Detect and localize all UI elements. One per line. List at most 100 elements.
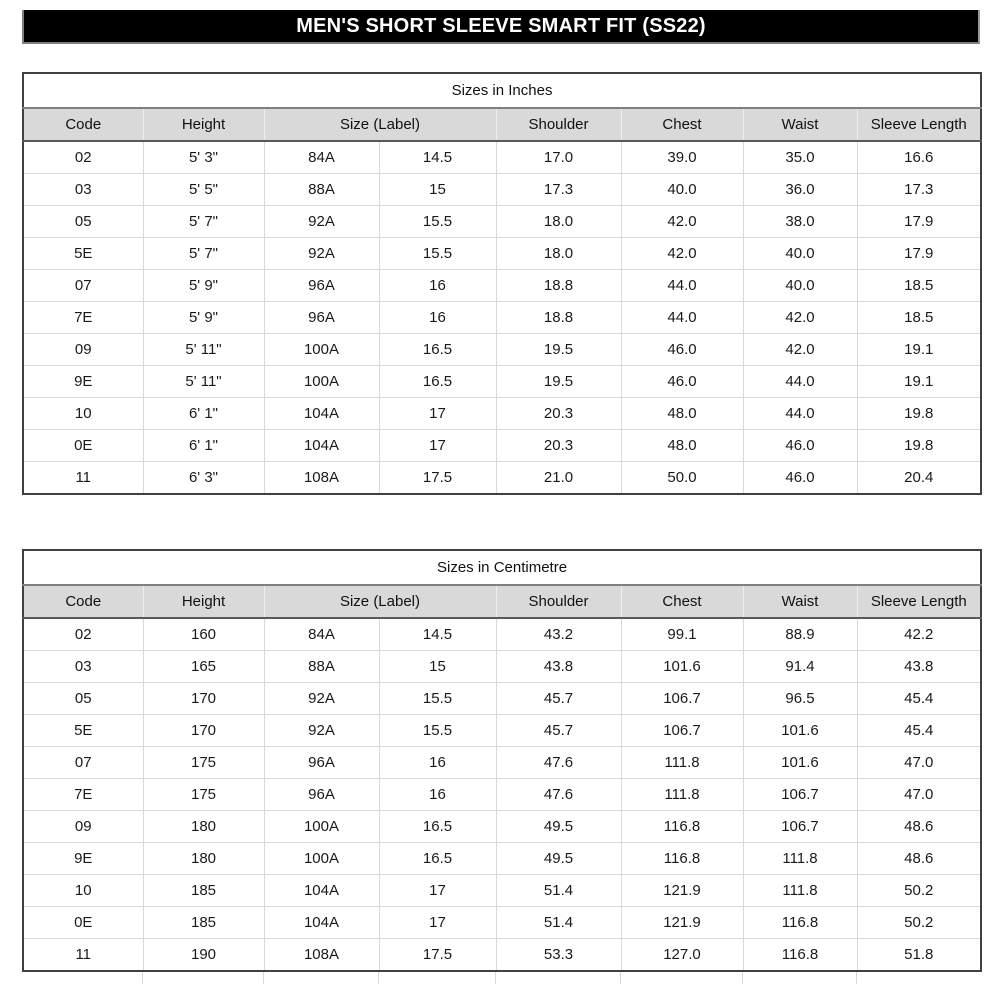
table-cell: 51.8 — [857, 938, 982, 971]
table-cell: 16 — [379, 778, 497, 811]
column-header-shoulder: Shoulder — [496, 108, 622, 142]
gridline-stub — [495, 972, 496, 984]
table-cell: 0E — [23, 429, 144, 462]
table-cell: 51.4 — [496, 874, 622, 907]
table-cell: 21.0 — [496, 461, 622, 494]
table-cell: 09 — [23, 333, 144, 366]
table-row: 03 5' 5" 88A 15 17.3 40.0 36.0 17.3 — [23, 173, 982, 206]
table-cell: 96.5 — [743, 682, 858, 715]
table-cell: 39.0 — [621, 141, 744, 174]
table-cell: 96A — [264, 778, 380, 811]
table-cell: 45.4 — [857, 682, 982, 715]
table-cell: 101.6 — [621, 650, 744, 683]
table-cell: 16.5 — [379, 333, 497, 366]
table-cell: 170 — [143, 714, 265, 747]
column-header-height: Height — [143, 585, 265, 619]
table-cell: 15.5 — [379, 205, 497, 238]
table-caption: Sizes in Inches — [23, 73, 982, 109]
table-cell: 11 — [23, 938, 144, 971]
table-cell: 46.0 — [743, 429, 858, 462]
table-cell: 17.3 — [496, 173, 622, 206]
table-cell: 18.8 — [496, 301, 622, 334]
table-cell: 42.0 — [621, 237, 744, 270]
column-header-code: Code — [23, 585, 144, 619]
table-cell: 104A — [264, 906, 380, 939]
table-cell: 44.0 — [743, 365, 858, 398]
table-cell: 47.0 — [857, 778, 982, 811]
table-cell: 96A — [264, 301, 380, 334]
column-header-sleeve-length: Sleeve Length — [857, 108, 982, 142]
table-cell: 10 — [23, 874, 144, 907]
table-cell: 19.8 — [857, 429, 982, 462]
table-cell: 03 — [23, 650, 144, 683]
table-cell: 88A — [264, 173, 380, 206]
table-cell: 5E — [23, 237, 144, 270]
table-row: 9E 5' 11" 100A 16.5 19.5 46.0 44.0 19.1 — [23, 365, 982, 398]
table-cell: 108A — [264, 938, 380, 971]
table-cell: 02 — [23, 141, 144, 174]
table-cell: 92A — [264, 682, 380, 715]
table-cell: 175 — [143, 778, 265, 811]
table-cell: 121.9 — [621, 906, 744, 939]
column-header-waist: Waist — [743, 585, 858, 619]
column-header-size-label: Size (Label) — [264, 585, 497, 619]
table-row: 09 5' 11" 100A 16.5 19.5 46.0 42.0 19.1 — [23, 333, 982, 366]
table-row: 7E 5' 9" 96A 16 18.8 44.0 42.0 18.5 — [23, 301, 982, 334]
table-cell: 116.8 — [621, 810, 744, 843]
table-cell: 5' 3" — [143, 141, 265, 174]
table-cell: 14.5 — [379, 141, 497, 174]
table-cell: 88.9 — [743, 618, 858, 651]
table-cell: 16.5 — [379, 842, 497, 875]
table-cell: 111.8 — [621, 746, 744, 779]
table-cell: 05 — [23, 682, 144, 715]
sizes-in-centimetre-table: Sizes in Centimetre Code Height Size (La… — [22, 549, 983, 972]
table-cell: 10 — [23, 397, 144, 430]
table-cell: 46.0 — [621, 365, 744, 398]
table-cell: 40.0 — [743, 237, 858, 270]
table-header-row: Code Height Size (Label) Shoulder Chest … — [23, 585, 982, 619]
table-body: 02 160 84A 14.5 43.2 99.1 88.9 42.2 03 165 88A 15 43… — [23, 618, 982, 971]
table-cell: 111.8 — [743, 842, 858, 875]
column-header-waist: Waist — [743, 108, 858, 142]
column-header-sleeve-length: Sleeve Length — [857, 585, 982, 619]
table-cell: 47.0 — [857, 746, 982, 779]
table-cell: 35.0 — [743, 141, 858, 174]
table-cell: 180 — [143, 842, 265, 875]
column-header-chest: Chest — [621, 108, 744, 142]
table-cell: 47.6 — [496, 778, 622, 811]
table-cell: 44.0 — [743, 397, 858, 430]
table-cell: 48.0 — [621, 397, 744, 430]
table-cell: 02 — [23, 618, 144, 651]
table-cell: 16 — [379, 301, 497, 334]
gridline-stub — [742, 972, 743, 984]
table-cell: 18.5 — [857, 301, 982, 334]
table-cell: 17.9 — [857, 205, 982, 238]
table-cell: 17.5 — [379, 461, 497, 494]
table-row: 5E 5' 7" 92A 15.5 18.0 42.0 40.0 17.9 — [23, 237, 982, 270]
table-row: 11 190 108A 17.5 53.3 127.0 116.8 51.8 — [23, 938, 982, 971]
table-cell: 45.4 — [857, 714, 982, 747]
table-cell: 43.8 — [496, 650, 622, 683]
column-header-height: Height — [143, 108, 265, 142]
table-cell: 05 — [23, 205, 144, 238]
table-cell: 03 — [23, 173, 144, 206]
table-row: 05 5' 7" 92A 15.5 18.0 42.0 38.0 17.9 — [23, 205, 982, 238]
table-cell: 9E — [23, 842, 144, 875]
table-cell: 15 — [379, 173, 497, 206]
table-cell: 16 — [379, 746, 497, 779]
table-row: 07 5' 9" 96A 16 18.8 44.0 40.0 18.5 — [23, 269, 982, 302]
table-cell: 106.7 — [743, 778, 858, 811]
table-cell: 16.5 — [379, 810, 497, 843]
table-row: 7E 175 96A 16 47.6 111.8 106.7 47.0 — [23, 778, 982, 811]
table-cell: 19.1 — [857, 333, 982, 366]
table-cell: 43.8 — [857, 650, 982, 683]
table-cell: 19.8 — [857, 397, 982, 430]
table-cell: 20.4 — [857, 461, 982, 494]
table-cell: 47.6 — [496, 746, 622, 779]
table-row: 5E 170 92A 15.5 45.7 106.7 101.6 45.4 — [23, 714, 982, 747]
table-cell: 5' 9" — [143, 301, 265, 334]
table-cell: 96A — [264, 746, 380, 779]
table-cell: 17.0 — [496, 141, 622, 174]
gridline-stub — [620, 972, 621, 984]
table-cell: 36.0 — [743, 173, 858, 206]
